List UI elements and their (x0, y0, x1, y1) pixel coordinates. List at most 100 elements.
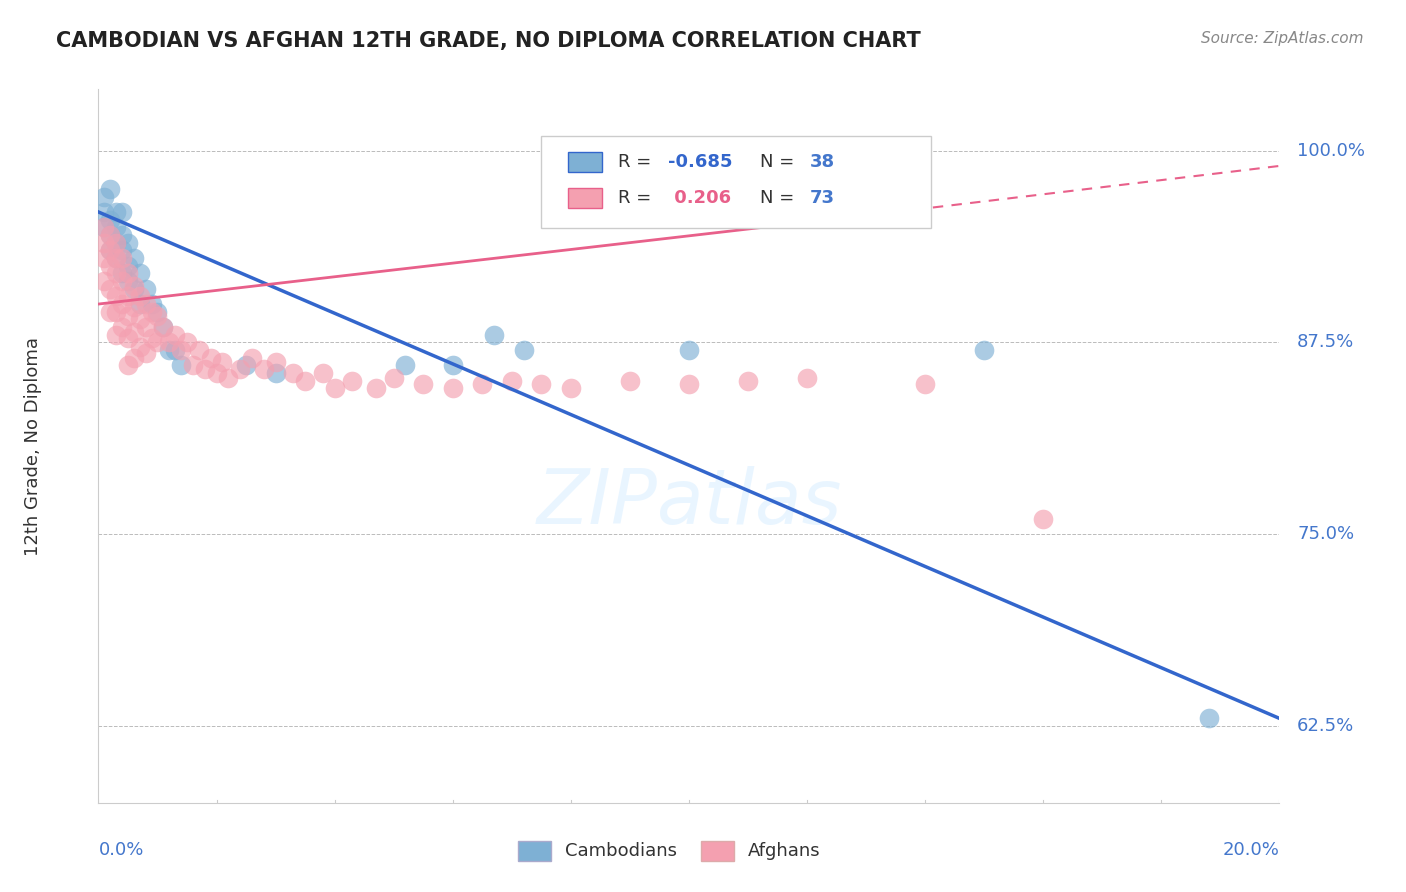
Text: 87.5%: 87.5% (1298, 334, 1354, 351)
Point (135, 297, 157, 311)
Point (105, 251, 128, 265)
Point (98, 282, 121, 296)
Point (412, 376, 434, 391)
Point (342, 374, 364, 388)
Point (117, 359, 139, 373)
Point (678, 343, 700, 357)
Point (117, 266, 139, 280)
Point (117, 259, 139, 273)
Point (157, 343, 180, 357)
Text: Afghans: Afghans (748, 842, 821, 860)
Point (294, 374, 316, 388)
Point (146, 304, 169, 318)
Point (312, 366, 335, 380)
FancyBboxPatch shape (541, 136, 931, 228)
Point (512, 343, 534, 357)
Point (165, 327, 187, 342)
Text: 100.0%: 100.0% (1298, 142, 1365, 160)
Point (105, 251, 128, 265)
Point (264, 366, 287, 380)
Point (105, 304, 128, 318)
Point (211, 355, 233, 369)
Point (122, 282, 145, 296)
Point (973, 343, 995, 357)
Text: 38: 38 (810, 153, 835, 171)
Point (253, 361, 276, 376)
Point (205, 366, 228, 380)
Point (914, 376, 936, 391)
Text: 75.0%: 75.0% (1298, 525, 1354, 543)
Point (117, 310, 139, 324)
Point (98, 227, 121, 242)
Point (141, 297, 163, 311)
Point (170, 343, 193, 357)
Text: N =: N = (759, 153, 800, 171)
Point (98, 227, 121, 242)
Point (165, 343, 187, 357)
Text: Cambodians: Cambodians (565, 842, 676, 860)
Point (135, 320, 157, 334)
Point (619, 374, 641, 388)
Point (128, 297, 150, 311)
Point (229, 361, 252, 376)
Point (264, 355, 287, 369)
Point (141, 331, 163, 345)
Point (128, 266, 150, 280)
Point (93, 251, 115, 265)
Point (111, 274, 134, 288)
Bar (568, 187, 602, 208)
Point (98, 244, 121, 258)
Point (98, 182, 121, 196)
Point (235, 359, 257, 373)
Text: CAMBODIAN VS AFGHAN 12TH GRADE, NO DIPLOMA CORRELATION CHART: CAMBODIAN VS AFGHAN 12TH GRADE, NO DIPLO… (56, 31, 921, 51)
Point (122, 300, 145, 314)
Point (471, 376, 494, 391)
Bar (568, 152, 602, 172)
Point (200, 351, 222, 365)
Text: R =: R = (619, 153, 657, 171)
Point (105, 289, 128, 303)
Point (796, 370, 818, 384)
Point (117, 235, 139, 250)
Point (93, 189, 115, 203)
Point (128, 340, 150, 354)
Point (382, 370, 405, 384)
Point (176, 335, 198, 350)
Point (128, 312, 150, 326)
Point (105, 220, 128, 235)
Bar (700, 841, 734, 862)
Point (135, 282, 157, 296)
Point (135, 346, 157, 360)
Point (157, 335, 180, 350)
Point (93, 205, 115, 219)
Point (194, 361, 217, 376)
Point (560, 381, 582, 395)
Point (283, 366, 305, 380)
Point (122, 325, 145, 339)
Point (394, 359, 416, 373)
Point (111, 297, 134, 311)
Point (141, 304, 163, 318)
Point (93, 274, 115, 288)
Point (111, 251, 134, 265)
Point (122, 278, 145, 293)
Point (678, 376, 700, 391)
Point (482, 327, 505, 342)
Point (170, 359, 193, 373)
Point (240, 351, 263, 365)
Text: 62.5%: 62.5% (1298, 717, 1354, 735)
Point (111, 266, 134, 280)
Point (364, 381, 387, 395)
Point (105, 235, 128, 250)
Text: 20.0%: 20.0% (1223, 841, 1279, 859)
Point (181, 359, 204, 373)
Point (122, 251, 145, 265)
Point (98, 244, 121, 258)
Point (93, 220, 115, 235)
Text: ZIPatlas: ZIPatlas (536, 467, 842, 540)
Point (117, 289, 139, 303)
Point (111, 244, 134, 258)
Point (93, 220, 115, 235)
Point (1032, 512, 1054, 526)
Point (323, 381, 346, 395)
